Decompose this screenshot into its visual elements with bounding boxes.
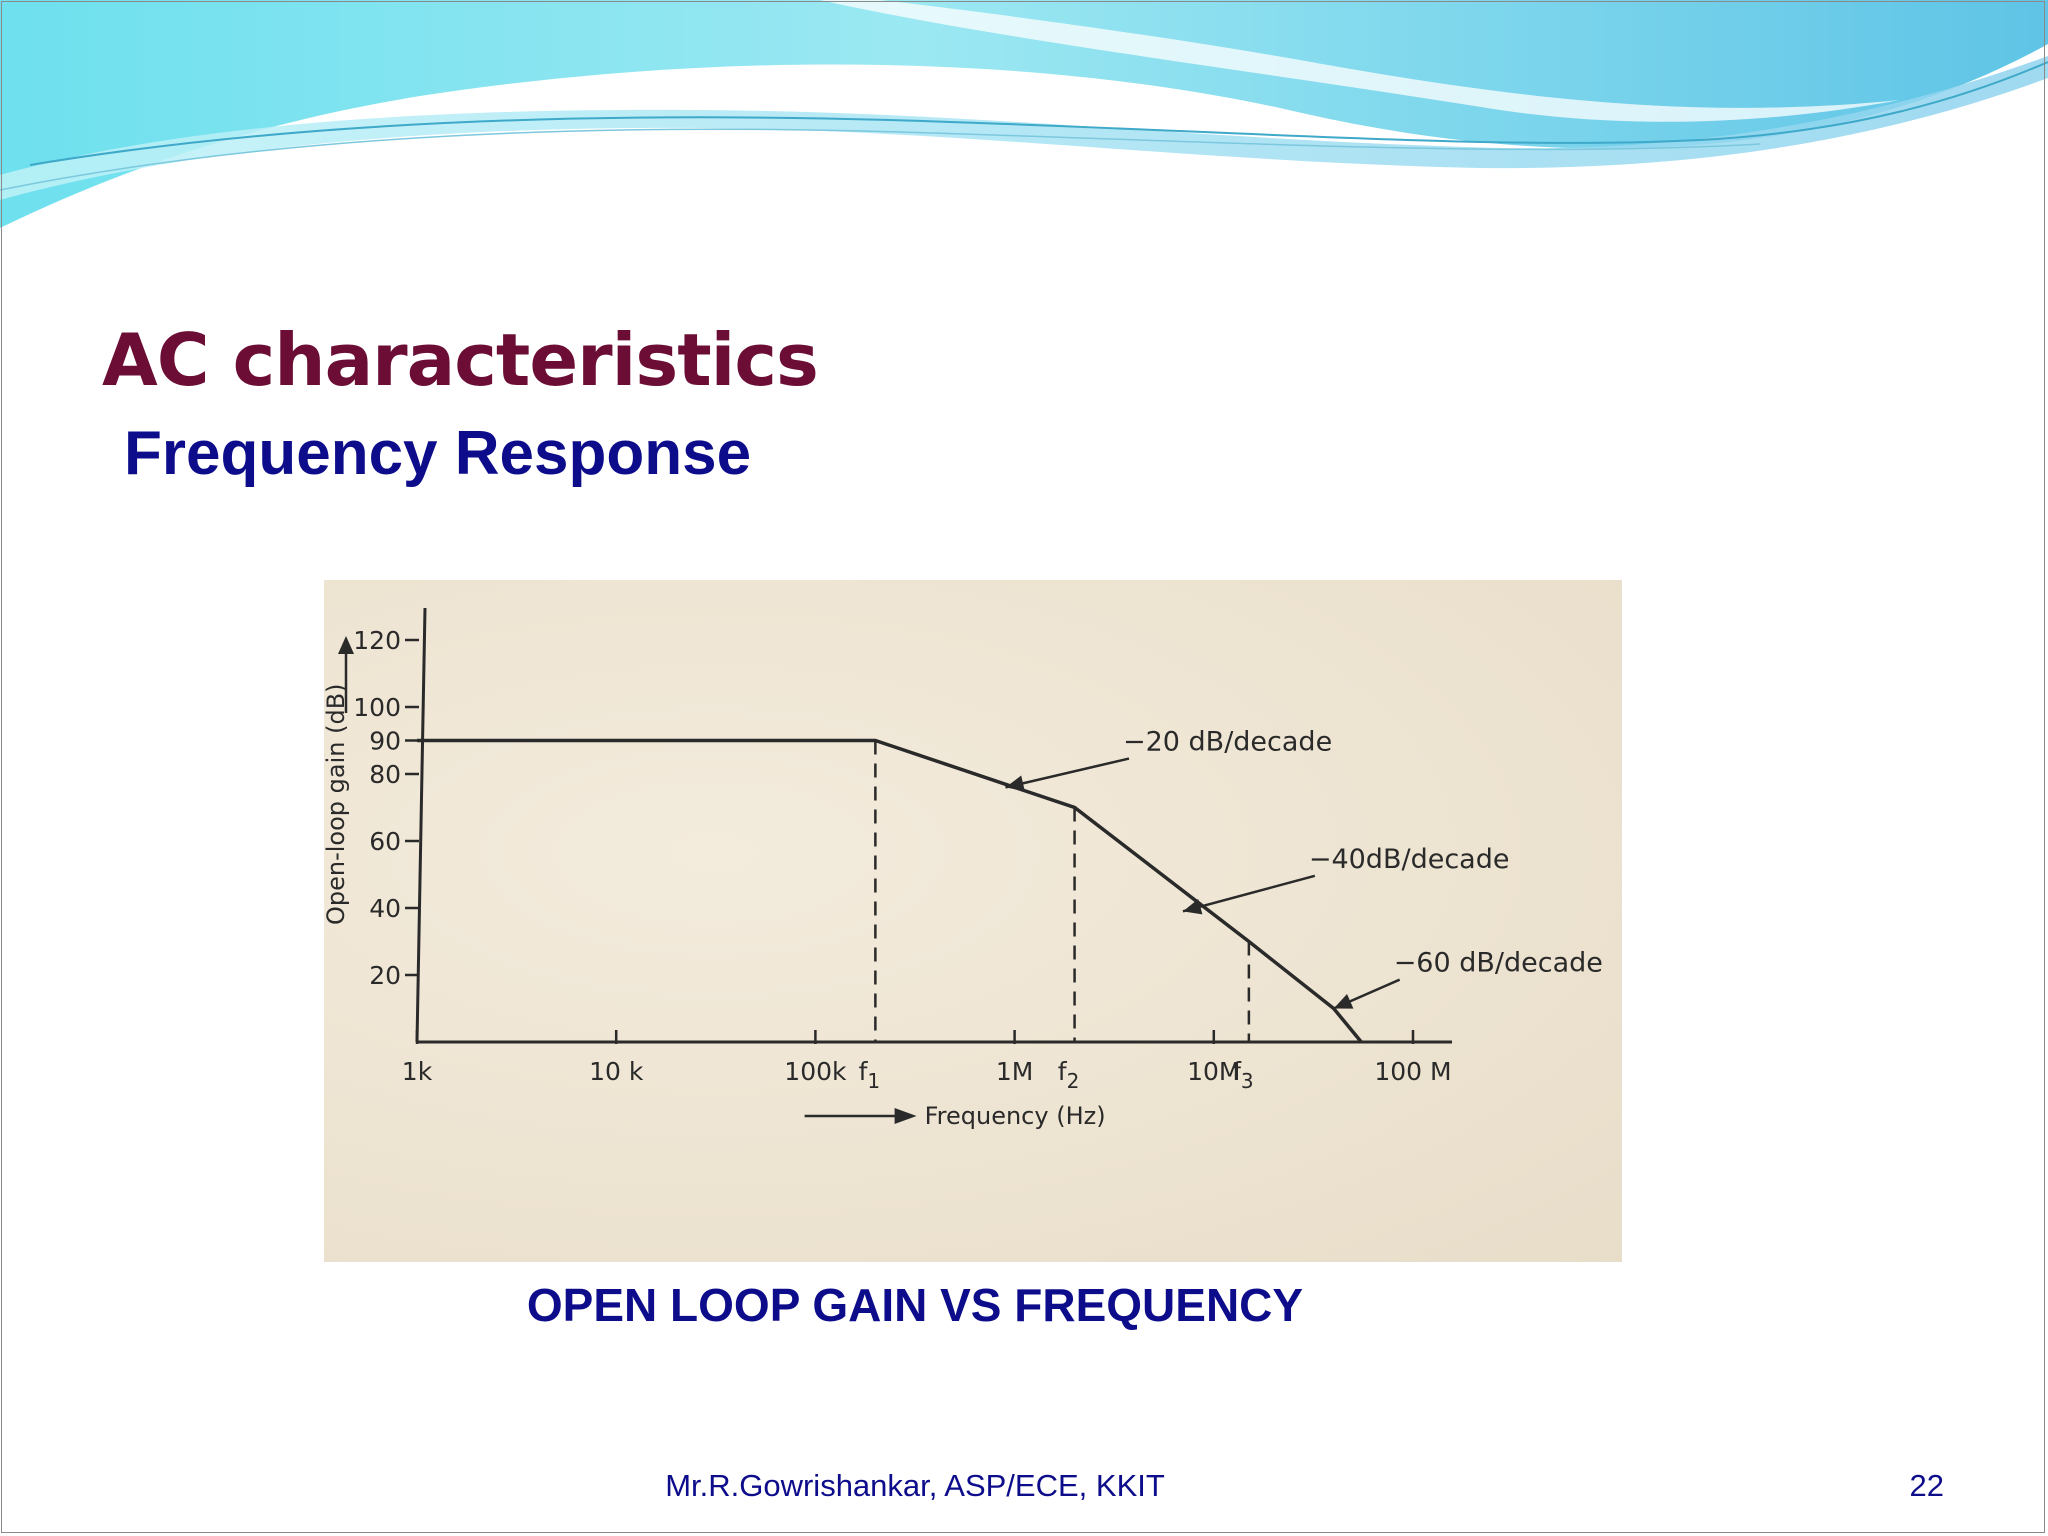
y-axis-title: Open-loop gain (dB): [324, 683, 350, 925]
footer-author: Mr.R.Gowrishankar, ASP/ECE, KKIT: [665, 1468, 1165, 1503]
y-tick-label-90: 90: [369, 727, 401, 756]
x-tick-label-10000: 10 k: [589, 1057, 644, 1086]
y-tick-label-20: 20: [369, 961, 401, 990]
x-tick-label-10000000: 10M: [1187, 1057, 1240, 1086]
chart-caption: OPEN LOOP GAIN VS FREQUENCY: [526, 1279, 1304, 1331]
y-tick-label-100: 100: [353, 693, 401, 722]
slide-title: AC characteristics: [102, 318, 819, 402]
slope-annotation-1: −20 dB/decade: [1123, 727, 1332, 758]
y-tick-label-60: 60: [369, 827, 401, 856]
x-tick-label-1000: 1k: [402, 1057, 433, 1086]
x-axis-title: Frequency (Hz): [925, 1102, 1106, 1130]
corner-frequency-label-2: f2: [1058, 1057, 1080, 1093]
wave-main: [0, 0, 2048, 228]
y-axis-arrow-head: [338, 636, 354, 654]
wave-white-streak: [820, 0, 1900, 122]
slope-annotation-arrowhead-2: [1182, 898, 1203, 915]
slope-annotation-leader-2: [1182, 874, 1316, 913]
chart-svg: −20 dB/decade −40dB/decade −60 dB/decade 2…: [324, 607, 1603, 1130]
series-line-0: [417, 738, 1363, 1044]
x-tick-label-100000000: 100 M: [1374, 1057, 1451, 1086]
y-tick-label-80: 80: [369, 760, 401, 789]
corner-frequency-label-3: f3: [1232, 1057, 1254, 1093]
x-tick-label-100000: 100k: [784, 1057, 847, 1086]
slope-annotation-arrowhead-1: [1005, 775, 1025, 792]
corner-frequency-label-1: f1: [859, 1057, 881, 1093]
x-tick-label-1000000: 1M: [996, 1057, 1033, 1086]
chart-panel: −20 dB/decade −40dB/decade −60 dB/decade 2…: [324, 580, 1622, 1262]
header-wave-decoration: [0, 0, 2048, 228]
slope-annotation-leader-1: [1005, 757, 1130, 789]
y-axis: [415, 607, 427, 1043]
slope-annotation-arrowhead-3: [1333, 993, 1354, 1009]
x-axis-arrow-head: [894, 1108, 917, 1124]
y-tick-label-120: 120: [353, 626, 401, 655]
wave-line-1: [29, 61, 2048, 166]
wave-line-2: [0, 128, 1761, 191]
slope-annotation-3: −60 dB/decade: [1394, 948, 1603, 979]
wave-light: [0, 56, 2048, 200]
slope-annotation-2: −40dB/decade: [1309, 844, 1510, 875]
slide-subtitle: Frequency Response: [124, 419, 752, 488]
page-number: 22: [1909, 1468, 1944, 1503]
y-tick-label-40: 40: [369, 894, 401, 923]
